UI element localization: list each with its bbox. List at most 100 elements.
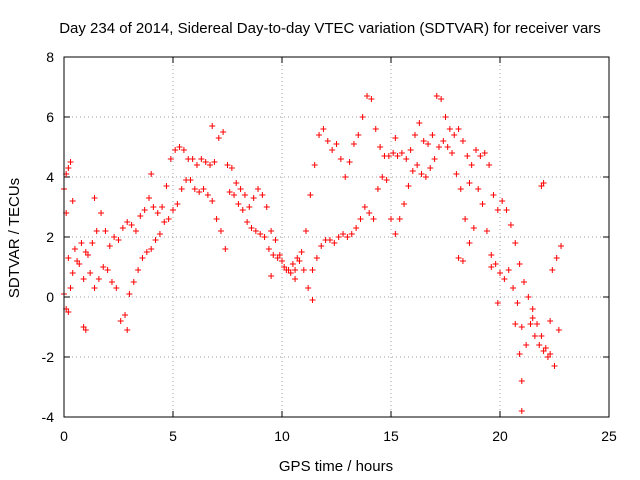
data-point (100, 264, 107, 270)
data-point (163, 183, 170, 189)
data-point (268, 273, 275, 279)
data-point (499, 198, 506, 204)
data-point (239, 207, 246, 213)
data-point (272, 237, 279, 243)
data-point (287, 270, 294, 276)
data-point (394, 153, 401, 159)
data-point (132, 228, 139, 234)
data-point (300, 267, 307, 273)
data-point (392, 231, 399, 237)
data-point (65, 165, 72, 171)
data-point (342, 174, 349, 180)
data-point (139, 255, 146, 261)
data-point (377, 144, 384, 150)
data-point (196, 189, 203, 195)
data-point (279, 258, 285, 264)
data-point (534, 321, 541, 327)
data-markers (61, 93, 565, 414)
data-point (544, 354, 551, 360)
data-point (126, 291, 133, 297)
data-point (444, 144, 451, 150)
data-point (438, 96, 445, 102)
data-point (466, 180, 473, 186)
data-point (501, 276, 508, 282)
data-point (497, 270, 503, 276)
x-tick-label: 20 (492, 428, 508, 444)
data-point (172, 147, 179, 153)
data-point (296, 258, 303, 264)
data-point (540, 180, 547, 186)
data-point (523, 342, 530, 348)
data-point (198, 156, 205, 162)
data-point (558, 243, 565, 249)
data-point (455, 126, 462, 132)
data-point (248, 225, 255, 231)
chart-title: Day 234 of 2014, Sidereal Day-to-day VTE… (59, 20, 601, 37)
data-point (130, 279, 137, 285)
data-point (261, 234, 268, 240)
data-point (370, 216, 377, 222)
data-point (167, 156, 174, 162)
data-point (529, 315, 536, 321)
data-point (176, 144, 183, 150)
data-point (141, 207, 148, 213)
data-point (113, 285, 120, 291)
data-point (128, 222, 135, 228)
data-point (137, 213, 144, 219)
data-point (335, 234, 342, 240)
data-point (538, 333, 545, 339)
data-point (124, 327, 131, 333)
data-point (359, 114, 366, 120)
data-point (78, 240, 85, 246)
data-point (265, 246, 272, 252)
data-point (252, 228, 259, 234)
data-point (222, 246, 229, 252)
data-point (326, 237, 333, 243)
data-point (67, 285, 74, 291)
x-axis-label: GPS time / hours (279, 458, 393, 475)
data-point (344, 234, 351, 240)
data-point (146, 195, 153, 201)
data-point (547, 318, 554, 324)
y-tick-label: -4 (42, 409, 55, 425)
data-point (204, 192, 211, 198)
x-tick-label: 25 (601, 428, 617, 444)
data-point (244, 219, 251, 225)
data-point (446, 126, 453, 132)
data-point (82, 249, 89, 255)
data-point (274, 255, 281, 261)
data-point (385, 153, 392, 159)
data-point (82, 327, 89, 333)
data-point (213, 216, 220, 222)
y-tick-label: 0 (46, 289, 54, 305)
data-point (536, 342, 543, 348)
data-point (65, 309, 72, 315)
data-point (455, 255, 462, 261)
data-point (505, 267, 512, 273)
plot-frame (63, 56, 610, 418)
data-point (292, 267, 299, 273)
data-point (331, 240, 338, 246)
data-point (241, 192, 248, 198)
data-point (451, 132, 458, 138)
data-point (379, 174, 386, 180)
data-point (520, 279, 527, 285)
data-point (429, 132, 436, 138)
data-point (346, 159, 353, 165)
data-point (479, 201, 486, 207)
data-point (202, 159, 209, 165)
data-point (364, 93, 371, 99)
data-point (143, 249, 150, 255)
data-point (211, 159, 218, 165)
data-point (178, 186, 185, 192)
data-point (490, 192, 497, 198)
data-point (527, 321, 534, 327)
data-point (540, 348, 547, 354)
data-point (91, 285, 98, 291)
data-point (135, 267, 142, 273)
data-point (477, 153, 484, 159)
data-point (152, 237, 159, 243)
data-point (228, 165, 235, 171)
data-point (348, 231, 355, 237)
data-point (154, 210, 161, 216)
